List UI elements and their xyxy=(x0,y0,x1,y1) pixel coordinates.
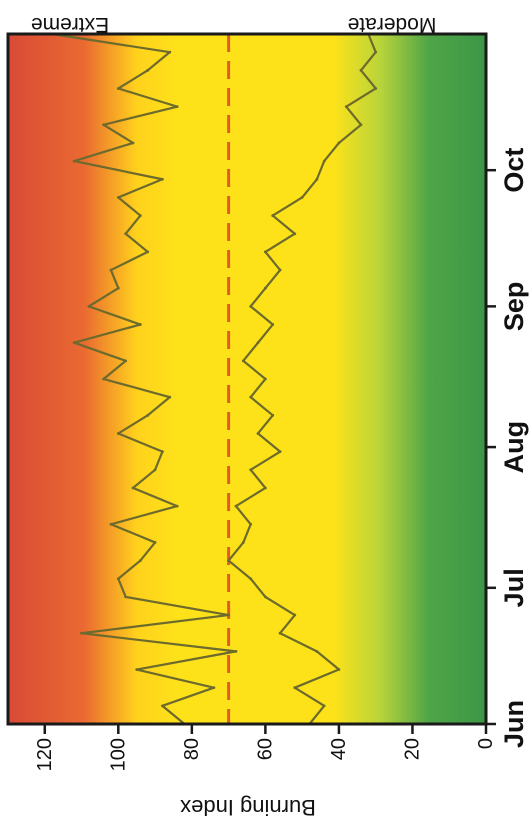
data-point-lower-13 xyxy=(263,486,267,490)
data-point-lower-37 xyxy=(374,50,378,54)
data-point-lower-32 xyxy=(337,141,341,145)
data-point-lower-26 xyxy=(263,250,267,254)
y-tick-label-6: 120 xyxy=(34,738,56,771)
data-point-upper-26 xyxy=(146,250,150,254)
data-point-lower-33 xyxy=(359,123,363,127)
x-tick-label-3: Sep xyxy=(499,282,529,332)
data-point-upper-22 xyxy=(138,323,142,326)
y-tick-label-3: 60 xyxy=(254,738,276,760)
data-point-upper-7 xyxy=(124,595,128,599)
data-point-lower-25 xyxy=(278,268,282,272)
data-point-lower-31 xyxy=(322,159,326,163)
data-point-upper-32 xyxy=(131,141,135,145)
data-point-lower-5 xyxy=(278,631,282,635)
plot-frame xyxy=(6,32,488,726)
data-point-upper-4 xyxy=(234,649,238,653)
data-point-upper-28 xyxy=(138,214,142,217)
data-point-lower-36 xyxy=(359,68,363,72)
data-point-lower-7 xyxy=(263,595,267,599)
data-point-lower-3 xyxy=(337,668,341,671)
data-point-upper-6 xyxy=(227,613,231,617)
data-point-lower-17 xyxy=(271,413,275,417)
data-point-lower-2 xyxy=(293,686,297,690)
data-point-upper-8 xyxy=(116,577,120,581)
data-point-upper-36 xyxy=(146,68,150,72)
data-point-lower-12 xyxy=(234,504,238,508)
data-point-upper-2 xyxy=(212,686,216,690)
x-tick-label-1: Jul xyxy=(499,568,529,607)
data-point-lower-1 xyxy=(322,704,326,708)
data-point-upper-13 xyxy=(131,486,135,490)
zone-label-moderate: Moderate xyxy=(348,13,437,36)
y-tick-label-1: 20 xyxy=(401,738,423,760)
data-point-lower-35 xyxy=(374,87,378,90)
data-point-lower-23 xyxy=(249,304,253,308)
data-point-upper-37 xyxy=(168,50,172,54)
y-tick-label-2: 40 xyxy=(328,738,350,760)
data-point-upper-19 xyxy=(102,377,105,381)
zone-label-extreme: Extreme xyxy=(31,13,109,36)
y-axis-label: Burning Index xyxy=(180,795,316,820)
y-tick-label-4: 80 xyxy=(181,738,203,760)
data-point-upper-33 xyxy=(102,123,105,127)
data-point-upper-11 xyxy=(109,522,113,526)
data-point-upper-27 xyxy=(124,232,128,236)
data-point-upper-30 xyxy=(161,177,164,181)
data-point-lower-30 xyxy=(315,177,319,181)
data-point-upper-5 xyxy=(80,631,83,635)
data-point-upper-1 xyxy=(161,704,164,708)
data-point-upper-12 xyxy=(175,504,179,508)
data-point-upper-23 xyxy=(87,304,91,308)
data-point-lower-11 xyxy=(249,522,253,526)
data-point-lower-18 xyxy=(249,395,253,399)
data-point-lower-28 xyxy=(271,214,275,217)
data-point-lower-22 xyxy=(271,323,275,326)
data-point-lower-10 xyxy=(241,541,245,544)
data-point-upper-10 xyxy=(153,541,157,544)
data-point-lower-4 xyxy=(315,649,319,653)
data-point-upper-17 xyxy=(146,413,150,417)
data-point-upper-31 xyxy=(72,159,76,163)
data-point-upper-35 xyxy=(116,87,120,90)
data-point-lower-9 xyxy=(227,559,231,562)
plot-background xyxy=(8,34,486,724)
data-point-upper-16 xyxy=(116,432,120,435)
data-point-lower-29 xyxy=(300,196,304,199)
data-point-upper-29 xyxy=(116,196,120,199)
data-point-upper-18 xyxy=(168,395,172,399)
data-point-lower-19 xyxy=(263,377,267,381)
data-point-upper-34 xyxy=(175,105,179,109)
x-tick-label-4: Oct xyxy=(499,148,529,193)
data-point-upper-24 xyxy=(116,286,120,290)
data-point-lower-6 xyxy=(293,613,297,617)
data-point-lower-16 xyxy=(256,432,260,435)
data-point-lower-27 xyxy=(293,232,297,236)
data-point-lower-24 xyxy=(263,286,267,290)
data-point-upper-3 xyxy=(135,668,139,671)
data-point-upper-20 xyxy=(124,359,128,363)
data-point-upper-25 xyxy=(109,268,113,272)
y-tick-label-5: 100 xyxy=(107,738,129,771)
data-point-lower-8 xyxy=(249,577,253,581)
data-point-upper-9 xyxy=(138,559,142,562)
data-point-upper-15 xyxy=(161,450,164,454)
x-tick-label-2: Aug xyxy=(499,421,529,473)
data-point-lower-21 xyxy=(256,341,260,345)
y-tick-label-0: 0 xyxy=(475,738,497,749)
data-point-upper-14 xyxy=(153,468,157,472)
data-point-upper-21 xyxy=(72,341,76,345)
data-point-lower-20 xyxy=(241,359,245,363)
data-point-lower-15 xyxy=(278,450,282,454)
x-tick-label-0: Jun xyxy=(499,700,529,748)
data-point-lower-14 xyxy=(249,468,253,472)
data-point-lower-34 xyxy=(344,105,348,109)
